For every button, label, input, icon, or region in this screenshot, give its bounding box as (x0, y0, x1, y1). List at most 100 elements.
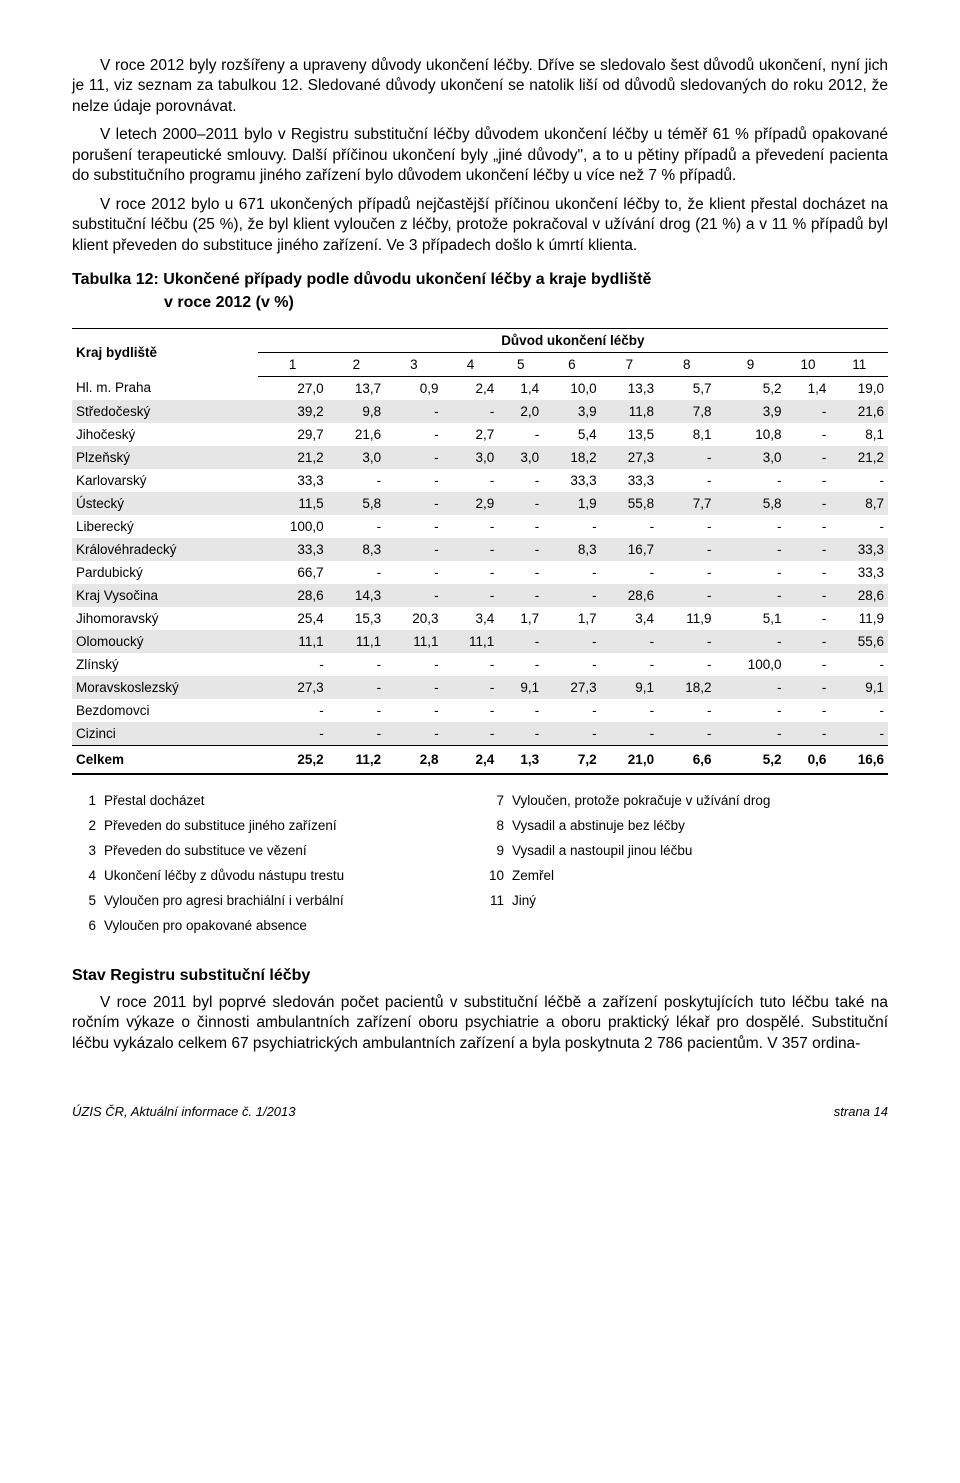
cell-value: 5,8 (328, 492, 385, 515)
legend-text: Převeden do substituce jiného zařízení (104, 818, 337, 833)
row-label: Hl. m. Praha (72, 376, 258, 400)
cell-value: - (498, 630, 543, 653)
cell-value: 3,4 (601, 607, 658, 630)
legend-text: Vyloučen pro opakované absence (104, 918, 307, 933)
cell-value: - (498, 722, 543, 746)
cell-value: 3,0 (498, 446, 543, 469)
cell-value: - (786, 699, 831, 722)
cell-value: - (385, 561, 442, 584)
table-row: Liberecký100,0---------- (72, 515, 888, 538)
row-label: Zlínský (72, 653, 258, 676)
legend-item: 11Jiný (480, 893, 888, 908)
table-row: Olomoucký11,111,111,111,1------55,6 (72, 630, 888, 653)
cell-value: 8,7 (830, 492, 888, 515)
cell-value: 11,1 (385, 630, 442, 653)
cell-value: - (658, 630, 715, 653)
cell-value: - (658, 515, 715, 538)
cell-value: 19,0 (830, 376, 888, 400)
cell-value: 29,7 (258, 423, 328, 446)
legend-text: Zemřel (512, 868, 554, 883)
cell-value: 8,3 (328, 538, 385, 561)
cell-value: - (830, 699, 888, 722)
cell-value: 2,4 (443, 376, 499, 400)
cell-value: - (786, 492, 831, 515)
cell-value: - (385, 584, 442, 607)
cell-value: - (498, 515, 543, 538)
cell-value: - (658, 722, 715, 746)
cell-value: - (601, 561, 658, 584)
cell-value: - (786, 446, 831, 469)
cell-value: - (830, 469, 888, 492)
cell-value: 21,6 (830, 400, 888, 423)
cell-value: - (443, 561, 499, 584)
legend-text: Přestal docházet (104, 793, 205, 808)
cell-value: 25,4 (258, 607, 328, 630)
cell-value: - (385, 423, 442, 446)
col-num: 4 (443, 352, 499, 376)
total-cell: 6,6 (658, 745, 715, 774)
cell-value: 5,2 (716, 376, 786, 400)
cell-value: - (786, 538, 831, 561)
cell-value: 27,3 (543, 676, 600, 699)
cell-value: 3,9 (716, 400, 786, 423)
legend-text: Převeden do substituce ve vězení (104, 843, 307, 858)
legend-item: 4Ukončení léčby z důvodu nástupu trestu (72, 868, 480, 883)
cell-value: 21,2 (258, 446, 328, 469)
col-group-label: Důvod ukončení léčby (258, 328, 888, 352)
row-label: Karlovarský (72, 469, 258, 492)
cell-value: - (385, 722, 442, 746)
cell-value: - (498, 423, 543, 446)
col-num: 7 (601, 352, 658, 376)
cell-value: 9,1 (601, 676, 658, 699)
row-label: Plzeňský (72, 446, 258, 469)
cell-value: 2,0 (498, 400, 543, 423)
cell-value: - (601, 722, 658, 746)
cell-value: 13,3 (601, 376, 658, 400)
cell-value: - (498, 584, 543, 607)
legend-text: Vysadil a nastoupil jinou léčbu (512, 843, 692, 858)
col-num: 5 (498, 352, 543, 376)
cell-value: - (258, 699, 328, 722)
cell-value: 3,0 (716, 446, 786, 469)
cell-value: - (786, 561, 831, 584)
cell-value: - (328, 469, 385, 492)
table-row: Jihočeský29,721,6-2,7-5,413,58,110,8-8,1 (72, 423, 888, 446)
cell-value: - (328, 676, 385, 699)
cell-value: 33,3 (258, 538, 328, 561)
cell-value: - (716, 584, 786, 607)
cell-value: - (443, 653, 499, 676)
cell-value: 18,2 (658, 676, 715, 699)
cell-value: 33,3 (601, 469, 658, 492)
paragraph-3: V roce 2012 bylo u 671 ukončených případ… (72, 195, 888, 256)
cell-value: - (716, 699, 786, 722)
cell-value: 1,4 (498, 376, 543, 400)
table-row: Jihomoravský25,415,320,33,41,71,73,411,9… (72, 607, 888, 630)
cell-value: - (786, 676, 831, 699)
legend-text: Vyloučen, protože pokračuje v užívání dr… (512, 793, 770, 808)
cell-value: - (385, 538, 442, 561)
cell-value: - (716, 561, 786, 584)
cell-value: 27,3 (601, 446, 658, 469)
total-label: Celkem (72, 745, 258, 774)
cell-value: - (543, 630, 600, 653)
cell-value: - (443, 699, 499, 722)
legend-item: 9Vysadil a nastoupil jinou léčbu (480, 843, 888, 858)
total-cell: 16,6 (830, 745, 888, 774)
cell-value: 16,7 (601, 538, 658, 561)
cell-value: 15,3 (328, 607, 385, 630)
cell-value: - (658, 584, 715, 607)
legend-num: 1 (72, 793, 96, 808)
cell-value: 1,7 (498, 607, 543, 630)
table-row: Královéhradecký33,38,3---8,316,7---33,3 (72, 538, 888, 561)
col-num: 10 (786, 352, 831, 376)
table-row: Bezdomovci----------- (72, 699, 888, 722)
cell-value: - (786, 515, 831, 538)
cell-value: 5,8 (716, 492, 786, 515)
cell-value: 21,6 (328, 423, 385, 446)
cell-value: - (328, 561, 385, 584)
table-row: Karlovarský33,3----33,333,3---- (72, 469, 888, 492)
legend-text: Ukončení léčby z důvodu nástupu trestu (104, 868, 344, 883)
cell-value: - (658, 469, 715, 492)
cell-value: - (716, 515, 786, 538)
cell-value: - (328, 722, 385, 746)
